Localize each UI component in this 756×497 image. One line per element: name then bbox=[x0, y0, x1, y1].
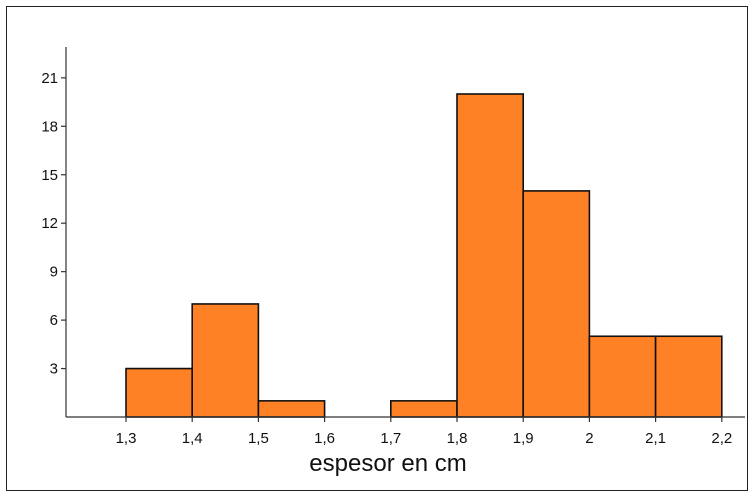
y-tick-label-3: 12 bbox=[41, 215, 58, 232]
x-tick-label-7: 2 bbox=[585, 430, 593, 447]
x-tick-label-0: 1,3 bbox=[116, 430, 137, 447]
x-ticks-group: 1,3 1,4 1,5 1,6 1,7 1,8 1,9 2 2,1 2,2 bbox=[116, 417, 732, 447]
x-tick-label-3: 1,6 bbox=[314, 430, 335, 447]
x-tick-label-8: 2,1 bbox=[645, 430, 666, 447]
histogram-chart: 3 6 9 12 15 18 21 1,3 1,4 1,5 1,6 1,7 1,8 1,9 2 2,1 2,2… bbox=[41, 47, 745, 477]
histogram-bar-5 bbox=[456, 93, 524, 418]
y-tick-label-2: 9 bbox=[50, 264, 58, 281]
x-tick-label-1: 1,4 bbox=[182, 430, 203, 447]
y-tick-label-6: 21 bbox=[41, 70, 58, 87]
bars-group bbox=[125, 93, 723, 418]
x-tick-label-6: 1,9 bbox=[513, 430, 534, 447]
histogram-bar-8 bbox=[654, 335, 723, 418]
histogram-bar-0 bbox=[125, 367, 193, 418]
x-tick-label-2: 1,5 bbox=[248, 430, 269, 447]
histogram-bar-6 bbox=[522, 190, 591, 418]
x-tick-label-9: 2,2 bbox=[711, 430, 732, 447]
histogram-bar-1 bbox=[191, 303, 260, 418]
chart-frame: 3 6 9 12 15 18 21 1,3 1,4 1,5 1,6 1,7 1,8 1,9 2 2,1 2,2… bbox=[6, 6, 748, 491]
y-tick-label-1: 6 bbox=[50, 312, 58, 329]
y-ticks-group: 3 6 9 12 15 18 21 bbox=[41, 70, 66, 378]
histogram-bar-2 bbox=[257, 400, 326, 418]
x-tick-label-4: 1,7 bbox=[380, 430, 401, 447]
y-tick-label-0: 3 bbox=[50, 361, 58, 378]
x-axis-title: espesor en cm bbox=[309, 450, 466, 477]
histogram-bar-4 bbox=[389, 400, 458, 418]
x-tick-label-5: 1,8 bbox=[447, 430, 468, 447]
y-tick-label-4: 15 bbox=[41, 167, 58, 184]
y-tick-label-5: 18 bbox=[41, 118, 58, 135]
histogram-bar-7 bbox=[588, 335, 657, 418]
